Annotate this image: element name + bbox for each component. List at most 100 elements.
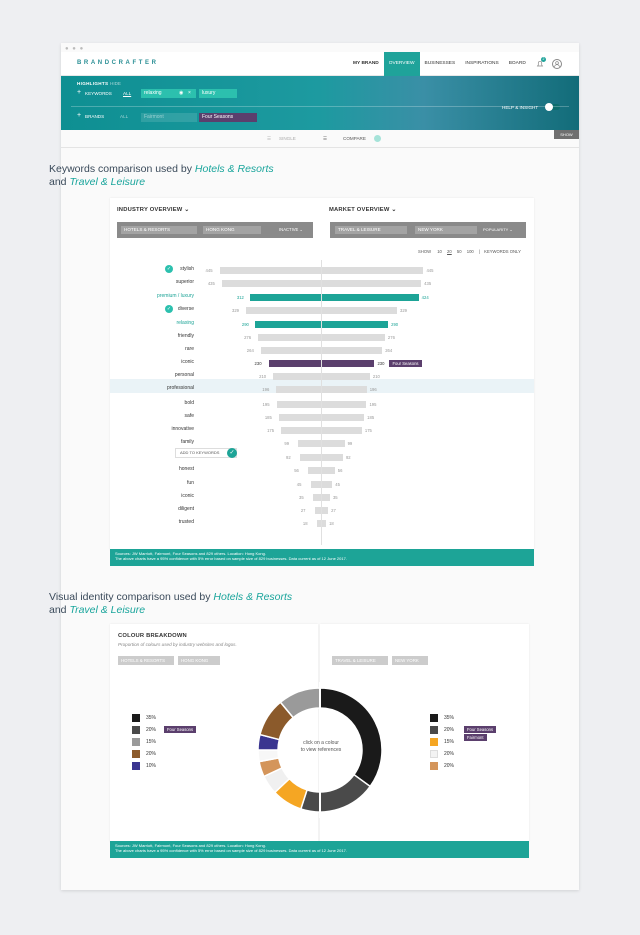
- brands-all-link[interactable]: ALL: [120, 114, 129, 119]
- industry-bar[interactable]: [316, 520, 321, 527]
- single-mode[interactable]: SINGLE: [279, 136, 296, 141]
- industry-bar[interactable]: [276, 386, 321, 393]
- eye-icon[interactable]: ◉: [179, 90, 184, 96]
- legend-swatch[interactable]: [132, 738, 140, 746]
- keyword-label[interactable]: innovative: [171, 426, 194, 432]
- keyword-label[interactable]: friendly: [177, 333, 194, 339]
- legend-swatch[interactable]: [132, 726, 140, 734]
- market-bar[interactable]: [322, 294, 419, 301]
- industry-bar[interactable]: [281, 427, 321, 434]
- donut-segment[interactable]: [319, 687, 383, 788]
- brand-chip-fairmont[interactable]: Fairmont: [141, 113, 197, 122]
- add-brand-icon[interactable]: +: [77, 112, 82, 119]
- industry-bar[interactable]: [221, 280, 321, 287]
- keyword-label[interactable]: superior: [175, 279, 194, 285]
- location-filter[interactable]: HONG KONG: [178, 656, 220, 665]
- industry-bar[interactable]: [276, 401, 321, 408]
- market-bar[interactable]: [322, 307, 397, 314]
- industry-bar[interactable]: [273, 373, 321, 380]
- industry-select[interactable]: HOTELS & RESORTS: [121, 226, 197, 234]
- keyword-label[interactable]: bold: [184, 400, 194, 406]
- help-insight-toggle[interactable]: [545, 103, 560, 111]
- keyword-label[interactable]: relaxing: [176, 320, 194, 326]
- market-overview-header[interactable]: MARKET OVERVIEW ⌄: [329, 207, 396, 213]
- keyword-label[interactable]: premium / luxury: [157, 293, 194, 299]
- legend-swatch[interactable]: [132, 714, 140, 722]
- keywords-only-toggle[interactable]: KEYWORDS ONLY: [484, 249, 521, 254]
- donut-segment[interactable]: [299, 773, 372, 813]
- keyword-label[interactable]: honest: [178, 466, 194, 472]
- market-bar[interactable]: [322, 334, 385, 341]
- show-option-20[interactable]: 20: [447, 249, 452, 254]
- nav-my-brand[interactable]: MY BRAND: [353, 61, 379, 66]
- show-option-50[interactable]: 50: [456, 249, 462, 254]
- industry-select[interactable]: TRAVEL & LEISURE: [335, 226, 407, 234]
- keyword-label[interactable]: stylish: [180, 266, 194, 272]
- highlights-hide-link[interactable]: HIDE: [110, 81, 121, 86]
- sort-select[interactable]: POPULARITY ⌄: [483, 227, 513, 232]
- status-select[interactable]: INACTIVE ⌄: [279, 227, 303, 232]
- show-button[interactable]: SHOW: [554, 130, 579, 139]
- nav-inspirations[interactable]: INSPIRATIONS: [465, 61, 499, 66]
- market-bar[interactable]: [322, 454, 343, 461]
- keyword-label[interactable]: diverse: [177, 306, 194, 312]
- legend-swatch[interactable]: [430, 714, 438, 722]
- brand-chip-four-seasons[interactable]: Four Seasons: [199, 113, 257, 122]
- keyword-label[interactable]: safe: [184, 413, 194, 419]
- market-bar[interactable]: [322, 494, 330, 501]
- market-bar[interactable]: [322, 414, 365, 421]
- keyword-chip-relaxing[interactable]: relaxing ◉ ×: [141, 89, 196, 98]
- market-bar[interactable]: [322, 373, 370, 380]
- show-option-10[interactable]: 10: [437, 249, 442, 254]
- industry-bar[interactable]: [313, 494, 321, 501]
- legend-swatch[interactable]: [430, 726, 438, 734]
- market-bar[interactable]: [322, 267, 424, 274]
- keyword-label[interactable]: professional: [167, 385, 194, 391]
- industry-bar[interactable]: [245, 307, 321, 314]
- add-to-keywords-button[interactable]: ADD TO KEYWORDS ✓: [175, 448, 237, 458]
- market-bar[interactable]: [322, 321, 389, 328]
- keyword-label[interactable]: diligent: [178, 506, 194, 512]
- industry-overview-header[interactable]: INDUSTRY OVERVIEW ⌄: [117, 207, 189, 213]
- keyword-label[interactable]: family: [180, 439, 194, 445]
- keyword-check-icon[interactable]: ✓: [165, 305, 173, 313]
- industry-bar[interactable]: [314, 507, 321, 514]
- user-icon[interactable]: [552, 59, 562, 69]
- compare-mode[interactable]: COMPARE: [343, 136, 366, 141]
- keywords-all-link[interactable]: ALL: [123, 91, 132, 96]
- market-bar[interactable]: [322, 520, 327, 527]
- market-bar[interactable]: [322, 360, 375, 367]
- legend-swatch[interactable]: [132, 750, 140, 758]
- industry-bar[interactable]: [300, 454, 321, 461]
- keyword-label[interactable]: iconic: [181, 359, 194, 365]
- market-bar[interactable]: [322, 507, 329, 514]
- industry-bar[interactable]: [258, 334, 321, 341]
- industry-filter[interactable]: HOTELS & RESORTS: [118, 656, 174, 665]
- single-icon[interactable]: ☰: [267, 136, 272, 141]
- bell-icon[interactable]: 2: [535, 57, 546, 69]
- nav-overview[interactable]: OVERVIEW: [383, 52, 420, 76]
- industry-bar[interactable]: [298, 440, 321, 447]
- market-bar[interactable]: [322, 401, 367, 408]
- industry-bar[interactable]: [310, 481, 321, 488]
- market-bar[interactable]: [322, 280, 422, 287]
- location-select[interactable]: HONG KONG: [203, 226, 261, 234]
- location-filter[interactable]: NEW YORK: [392, 656, 428, 665]
- keyword-label[interactable]: trusted: [178, 519, 194, 525]
- legend-swatch[interactable]: [430, 762, 438, 770]
- market-bar[interactable]: [322, 481, 333, 488]
- show-option-100[interactable]: 100: [466, 249, 474, 254]
- industry-bar[interactable]: [254, 321, 321, 328]
- industry-bar[interactable]: [219, 267, 321, 274]
- industry-bar[interactable]: [308, 467, 321, 474]
- market-bar[interactable]: [322, 440, 345, 447]
- keyword-label[interactable]: rare: [185, 346, 194, 352]
- industry-bar[interactable]: [260, 347, 321, 354]
- keyword-label[interactable]: fun: [187, 480, 194, 486]
- location-select[interactable]: NEW YORK: [415, 226, 477, 234]
- market-bar[interactable]: [322, 427, 362, 434]
- keyword-chip-luxury[interactable]: luxury: [199, 89, 237, 98]
- keyword-label[interactable]: personal: [174, 372, 194, 378]
- compare-icon[interactable]: ☰: [323, 136, 328, 141]
- close-icon[interactable]: ×: [188, 90, 191, 96]
